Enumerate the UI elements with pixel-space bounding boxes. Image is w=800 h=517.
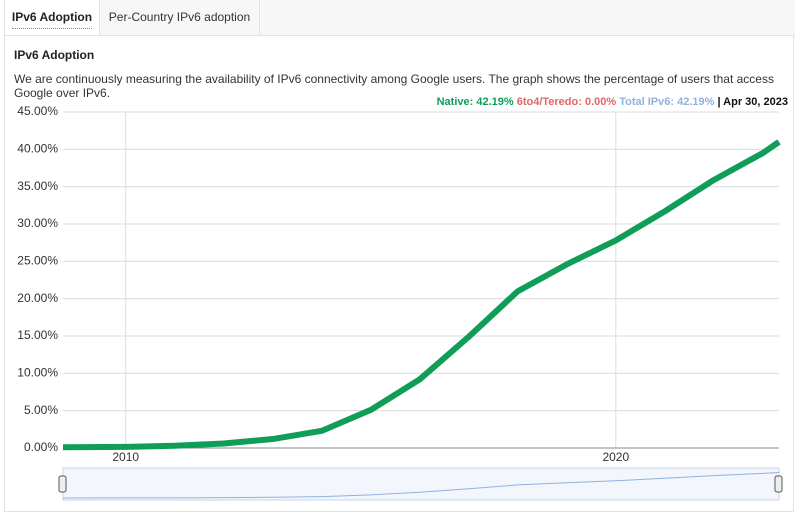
- y-tick-label: 25.00%: [17, 254, 58, 268]
- y-tick-label: 15.00%: [17, 328, 58, 342]
- description: We are continuously measuring the availa…: [14, 72, 774, 100]
- y-tick-label: 0.00%: [24, 440, 58, 454]
- y-tick-label: 40.00%: [17, 142, 58, 156]
- navigator-line: [62, 471, 780, 499]
- legend: Native: 42.19% 6to4/Teredo: 0.00% Total …: [437, 96, 788, 108]
- y-tick-label: 45.00%: [17, 104, 58, 118]
- tab-bar: IPv6 Adoption Per-Country IPv6 adoption: [5, 0, 795, 36]
- y-tick-label: 35.00%: [17, 179, 58, 193]
- legend-total: Total IPv6: 42.19%: [619, 96, 715, 108]
- tab[interactable]: IPv6 Adoption: [5, 0, 100, 35]
- y-tick-label: 5.00%: [24, 403, 58, 417]
- panel: IPv6 Adoption Per-Country IPv6 adoption: [4, 0, 795, 512]
- y-tick-label: 10.00%: [17, 366, 58, 380]
- y-tick-label: 30.00%: [17, 216, 58, 230]
- tab-label[interactable]: IPv6 Adoption: [11, 10, 93, 29]
- y-tick-label: 20.00%: [17, 291, 58, 305]
- navigator-handle[interactable]: [774, 475, 783, 493]
- legend-date: | Apr 30, 2023: [717, 96, 788, 108]
- data-line: [62, 139, 781, 451]
- navigator-handle[interactable]: [58, 475, 67, 493]
- tab[interactable]: Per-Country IPv6 adoption: [100, 0, 260, 35]
- legend-teredo: 6to4/Teredo: 0.00%: [516, 96, 617, 108]
- x-tick-label: 2020: [602, 450, 629, 464]
- heading: IPv6 Adoption: [14, 48, 95, 62]
- navigator: [62, 467, 780, 501]
- x-tick-label: 2010: [112, 450, 139, 464]
- legend-native: Native: 42.19%: [436, 96, 514, 108]
